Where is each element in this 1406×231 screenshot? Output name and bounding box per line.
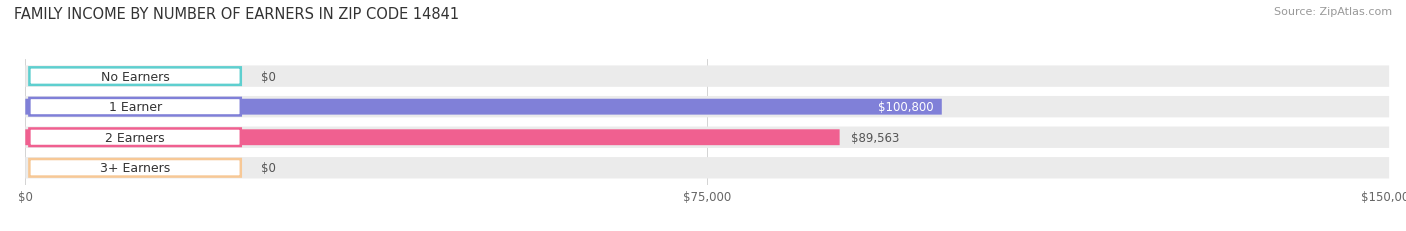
FancyBboxPatch shape — [30, 68, 240, 85]
FancyBboxPatch shape — [30, 129, 240, 146]
Text: 3+ Earners: 3+ Earners — [100, 162, 170, 175]
FancyBboxPatch shape — [25, 66, 1389, 88]
Text: $0: $0 — [262, 162, 276, 175]
Text: Source: ZipAtlas.com: Source: ZipAtlas.com — [1274, 7, 1392, 17]
Text: 2 Earners: 2 Earners — [105, 131, 165, 144]
Text: No Earners: No Earners — [101, 70, 170, 83]
FancyBboxPatch shape — [25, 97, 1389, 118]
Text: FAMILY INCOME BY NUMBER OF EARNERS IN ZIP CODE 14841: FAMILY INCOME BY NUMBER OF EARNERS IN ZI… — [14, 7, 460, 22]
Text: 1 Earner: 1 Earner — [108, 101, 162, 114]
FancyBboxPatch shape — [25, 157, 1389, 179]
FancyBboxPatch shape — [25, 127, 1389, 148]
Text: $89,563: $89,563 — [851, 131, 898, 144]
Text: $100,800: $100,800 — [877, 101, 934, 114]
Text: $0: $0 — [262, 70, 276, 83]
FancyBboxPatch shape — [30, 159, 240, 177]
FancyBboxPatch shape — [25, 130, 839, 146]
FancyBboxPatch shape — [30, 98, 240, 116]
FancyBboxPatch shape — [25, 99, 942, 115]
